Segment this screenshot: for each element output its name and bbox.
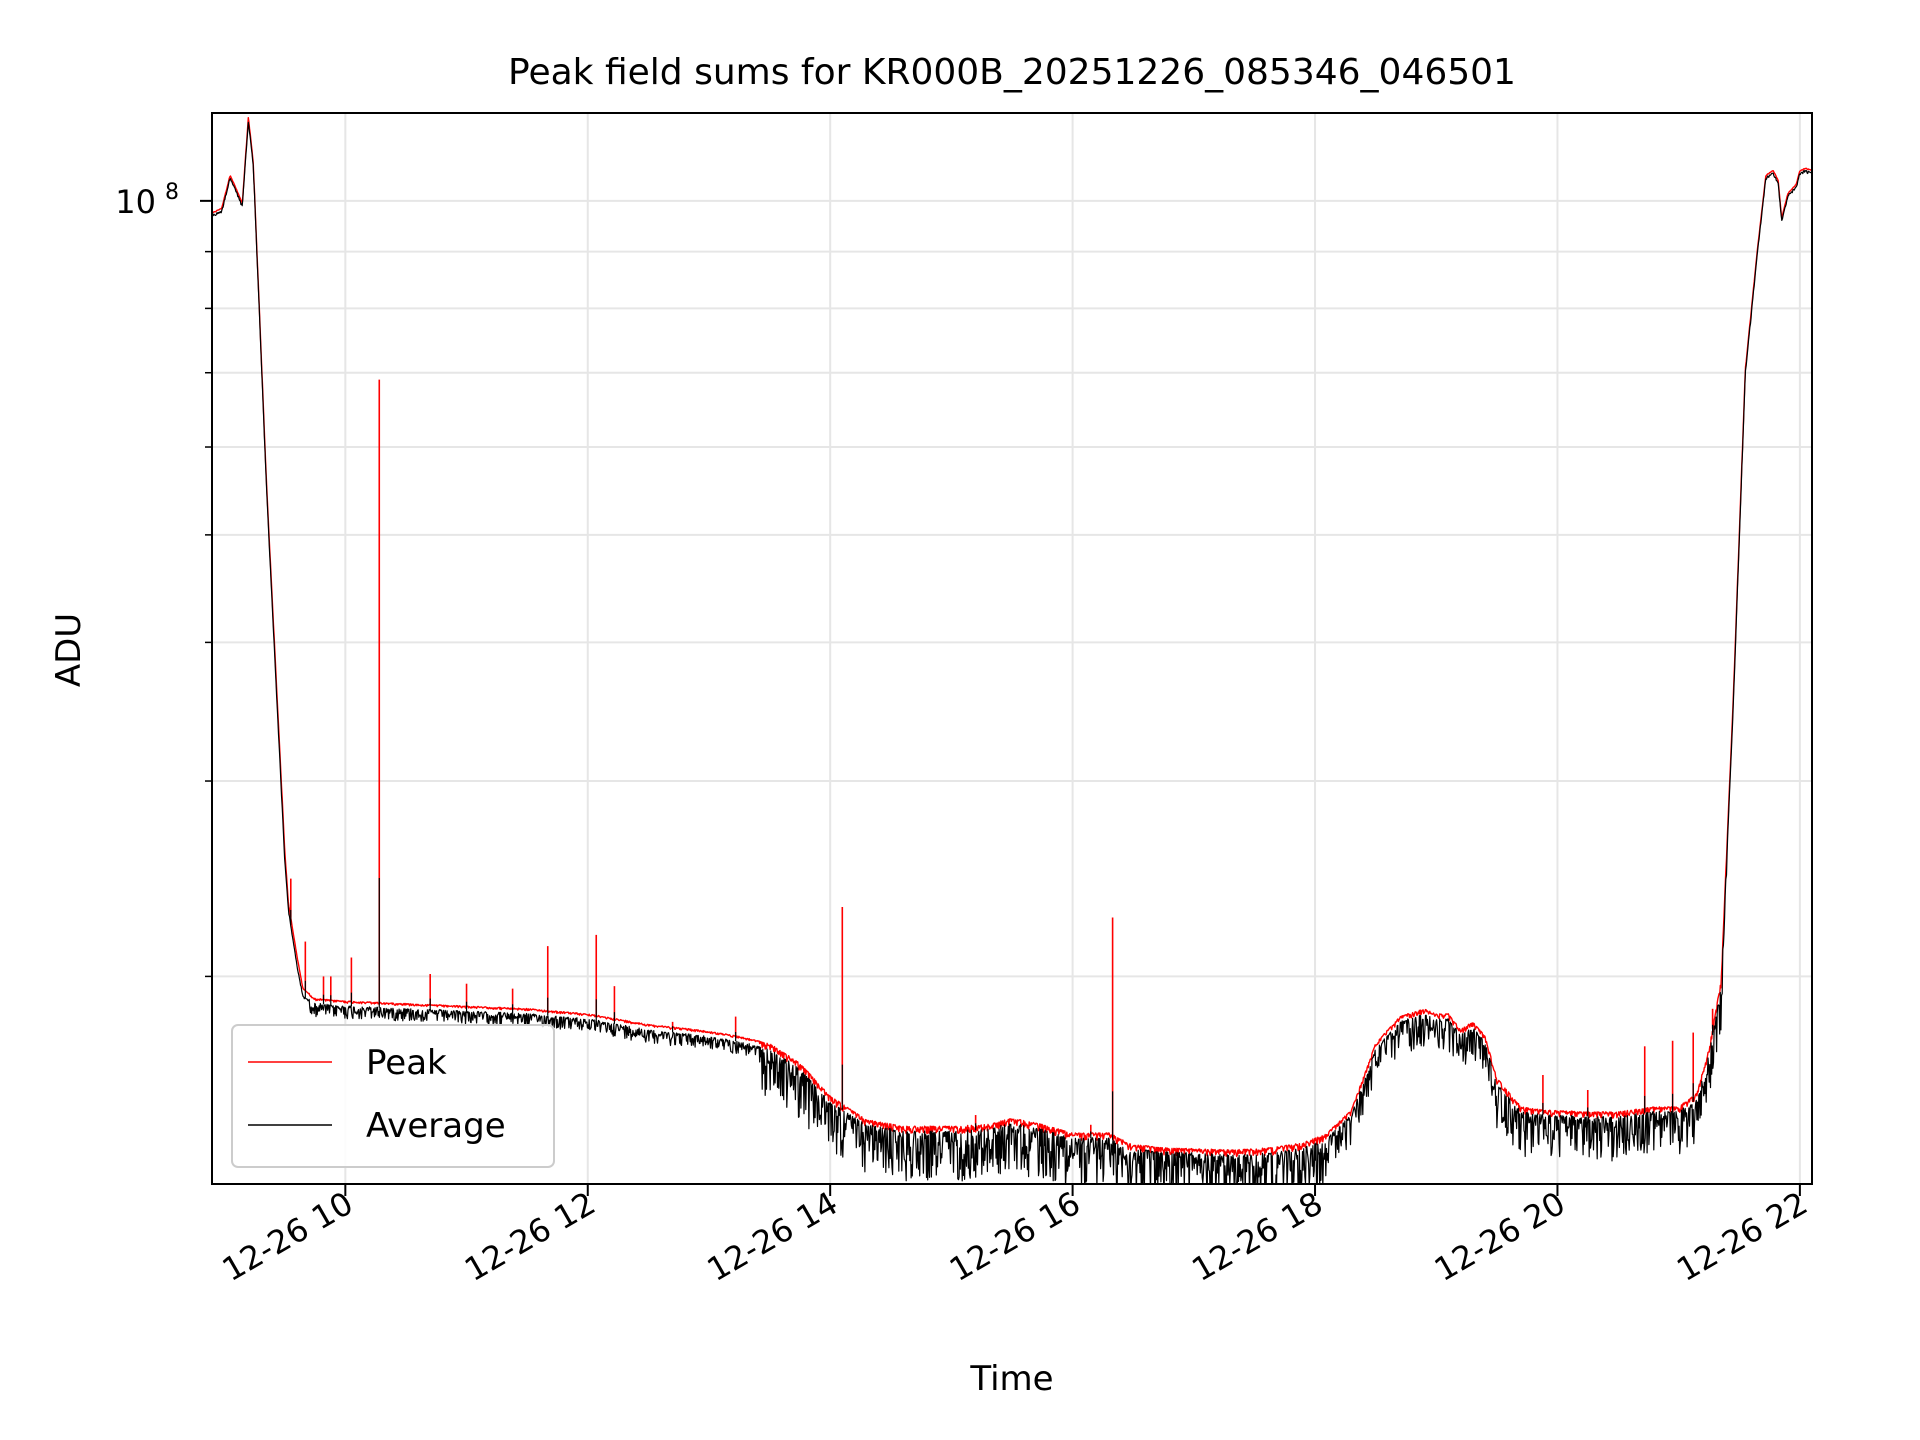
legend: Peak Average	[231, 1024, 555, 1168]
plot-series	[212, 117, 1812, 1184]
legend-average-label: Average	[366, 1106, 506, 1146]
x-axis-label: Time	[969, 1359, 1053, 1399]
legend-peak-label: Peak	[366, 1043, 447, 1083]
y-axis-label: ADU	[49, 613, 89, 687]
chart-title: Peak field sums for KR000B_20251226_0853…	[508, 52, 1516, 93]
average-series-line	[212, 121, 1812, 1184]
legend-box	[231, 1024, 555, 1168]
y-tick-label-exponent: 8	[165, 180, 179, 205]
grid	[212, 113, 1812, 1184]
plot-frame	[211, 112, 1813, 1185]
y-tick-label: 10	[115, 183, 156, 221]
peak-series-line	[212, 117, 1812, 1158]
